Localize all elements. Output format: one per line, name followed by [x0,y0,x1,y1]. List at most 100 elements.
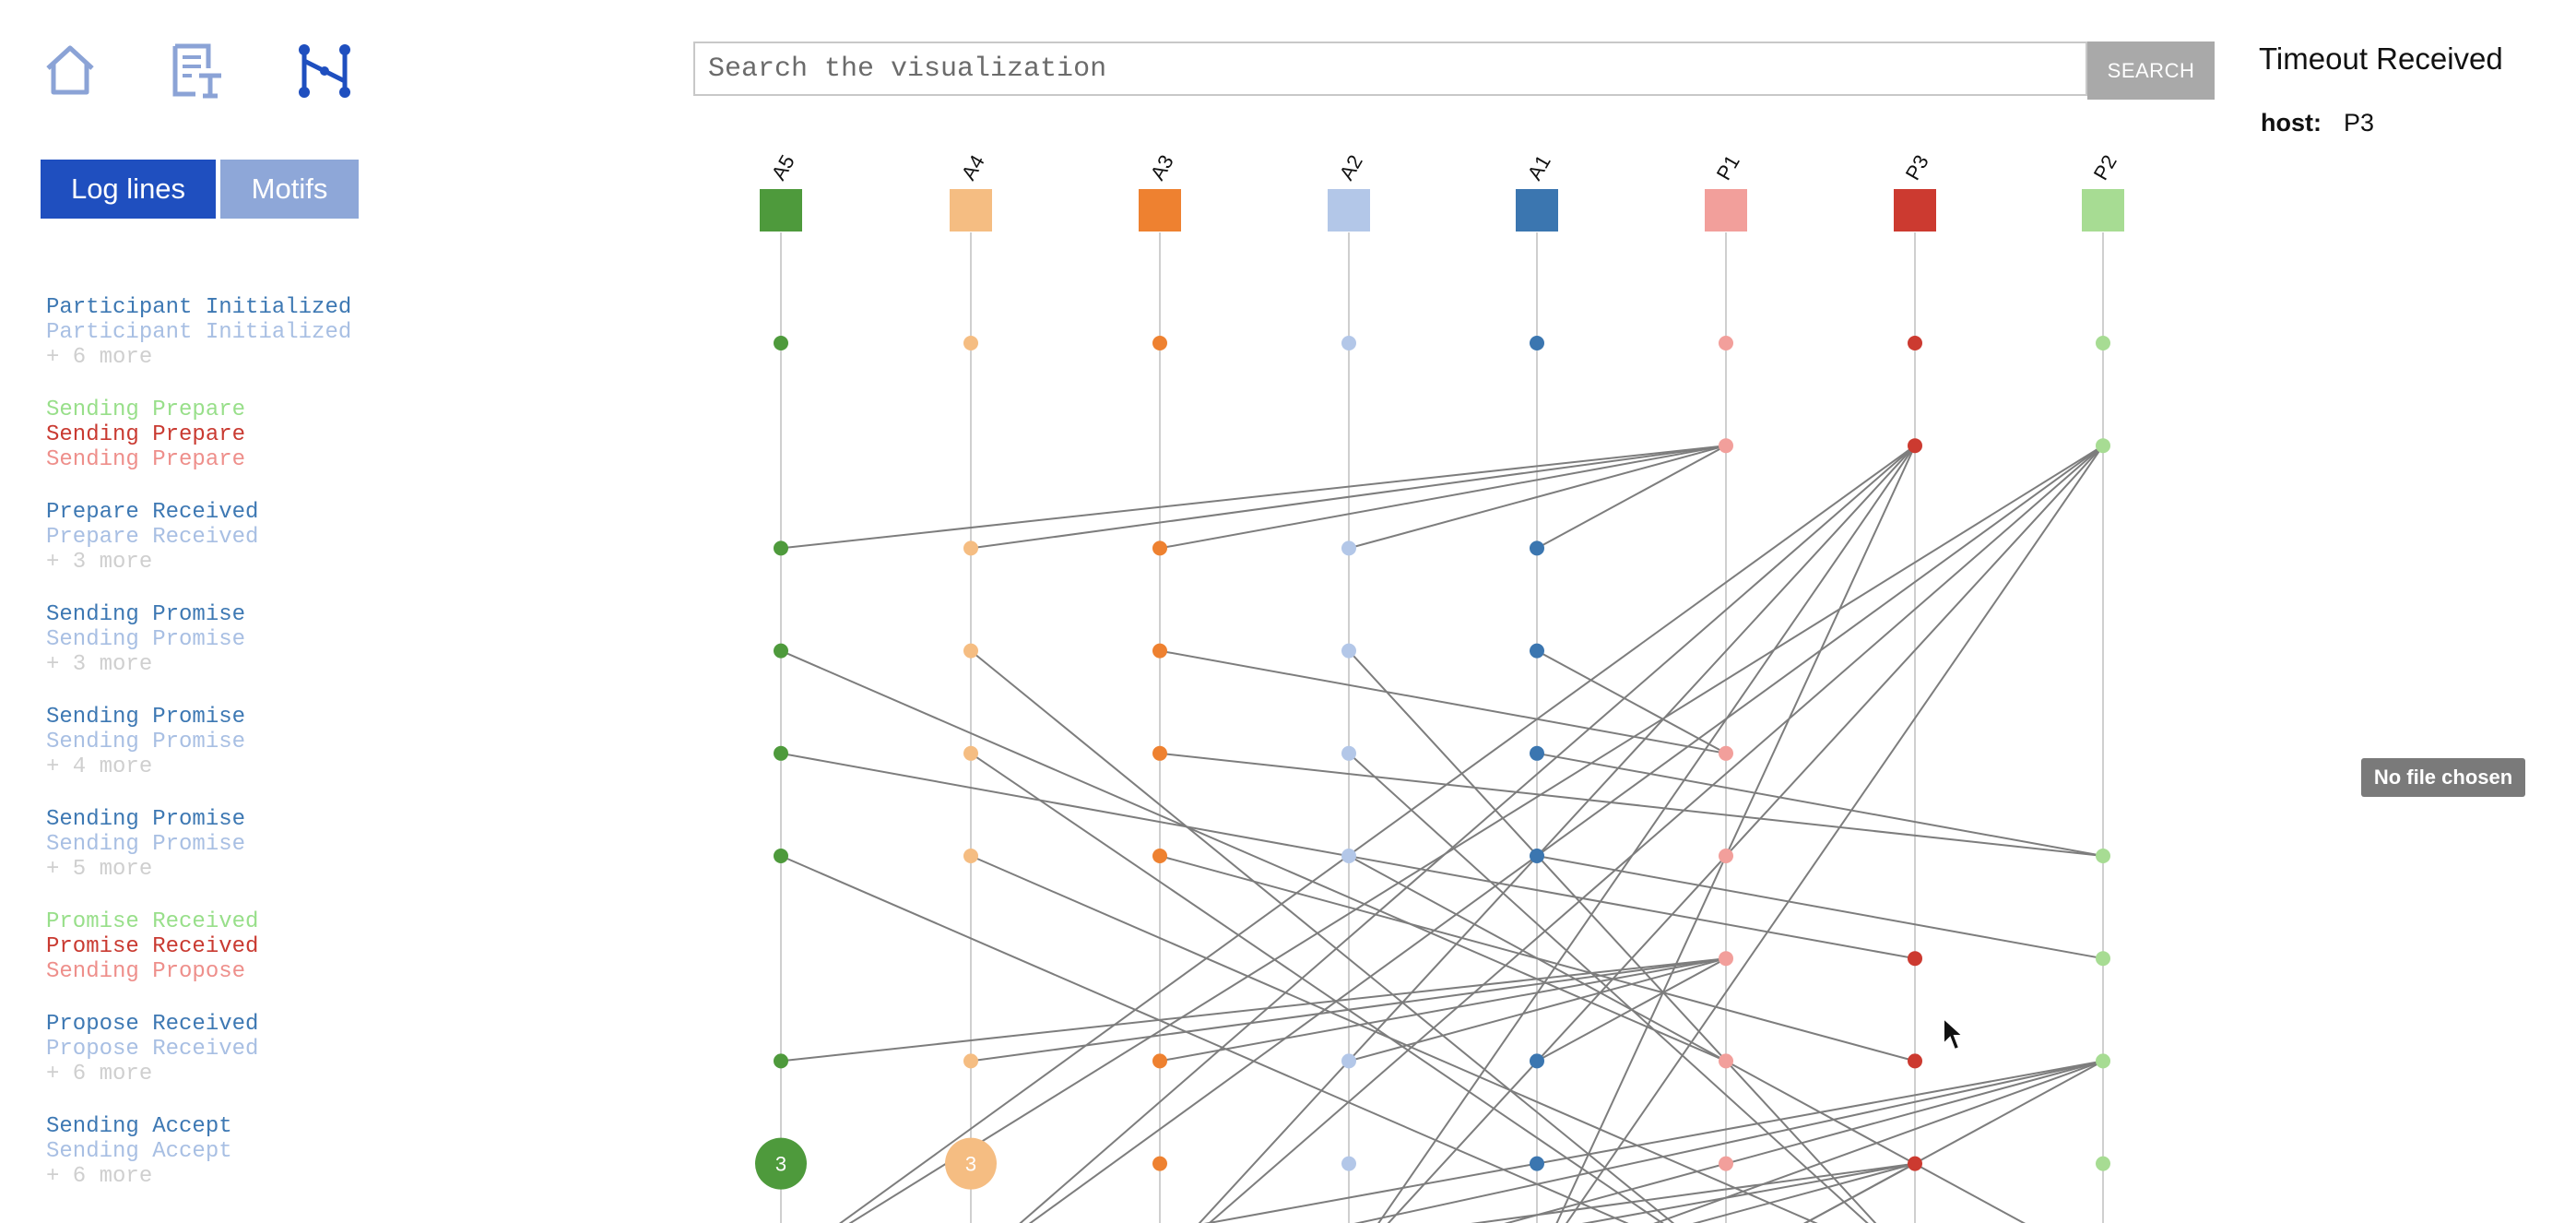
event-node[interactable] [2096,849,2110,863]
log-group[interactable]: Prepare Received Prepare Received + 3 more [46,500,258,575]
log-line[interactable]: Promise Received [46,934,259,959]
log-line[interactable]: Sending Promise [46,627,246,652]
event-node[interactable] [1152,336,1167,350]
log-line[interactable]: Sending Promise [46,602,246,627]
log-line[interactable]: Sending Promise [46,730,246,754]
log-line[interactable]: + 3 more [46,652,153,677]
event-node[interactable] [1530,745,1544,761]
log-line[interactable]: Sending Prepare [46,447,246,472]
tab-log-lines[interactable]: Log lines [41,160,216,219]
event-node[interactable] [1530,540,1544,556]
log-line[interactable]: + 6 more [46,1062,153,1086]
log-group[interactable]: Propose Received Propose Received + 6 more [46,1012,258,1086]
event-node[interactable] [1530,1053,1544,1069]
event-node[interactable] [1530,643,1544,659]
log-line[interactable]: Sending Promise [46,807,246,832]
log-group[interactable]: Sending Prepare Sending Prepare Sending Pr… [46,398,245,472]
event-node[interactable] [1341,336,1356,350]
log-line[interactable]: Prepare Received [46,500,259,525]
event-node[interactable] [1530,849,1544,863]
event-node[interactable] [2096,951,2110,967]
host-box-a1[interactable] [1516,189,1558,232]
host-box-a5[interactable] [760,189,802,232]
log-line[interactable]: + 4 more [46,754,153,779]
log-line[interactable]: + 5 more [46,857,153,882]
event-node[interactable] [2096,336,2110,350]
event-node[interactable] [1719,951,1733,967]
log-group[interactable]: Sending Promise Sending Promise + 3 more [46,602,245,677]
event-node[interactable] [1152,1156,1167,1171]
file-chooser-button[interactable]: No file chosen [2361,758,2525,797]
graph-structure-icon[interactable] [295,41,354,100]
event-node[interactable] [1341,643,1356,659]
collapsed-node[interactable] [945,1137,997,1190]
event-node[interactable] [2096,438,2110,454]
event-node[interactable] [1152,1053,1167,1069]
log-group[interactable]: Sending Accept Sending Accept + 6 more [46,1114,232,1189]
log-line[interactable]: Propose Received [46,1012,259,1037]
event-node[interactable] [1908,336,1922,350]
host-box-p1[interactable] [1705,189,1747,232]
event-node[interactable] [1719,745,1733,761]
log-file-icon[interactable] [168,41,227,100]
event-node[interactable] [774,1053,788,1069]
log-line[interactable]: Participant Initialized [46,295,352,320]
event-node[interactable] [1719,336,1733,350]
log-line[interactable]: + 6 more [46,1164,153,1189]
host-box-p2[interactable] [2082,189,2124,232]
home-icon[interactable] [41,41,100,100]
event-node[interactable] [963,745,978,761]
log-line[interactable]: Sending Promise [46,832,246,857]
host-box-a4[interactable] [950,189,992,232]
event-node[interactable] [963,540,978,556]
event-node[interactable] [963,849,978,863]
event-node[interactable] [963,1053,978,1069]
event-node[interactable] [963,643,978,659]
event-node[interactable] [1152,643,1167,659]
log-line[interactable]: Sending Prepare [46,422,246,447]
event-node[interactable] [2096,1156,2110,1171]
event-node[interactable] [774,643,788,659]
event-node[interactable] [1152,540,1167,556]
event-node[interactable] [963,336,978,350]
collapsed-node[interactable] [755,1137,807,1190]
tab-motifs[interactable]: Motifs [220,160,359,219]
event-node[interactable] [1530,1156,1544,1171]
host-box-p3[interactable] [1894,189,1936,232]
host-box-a3[interactable] [1139,189,1181,232]
host-box-a2[interactable] [1328,189,1370,232]
log-line[interactable]: + 6 more [46,345,153,370]
event-node[interactable] [1152,849,1167,863]
event-node[interactable] [1152,745,1167,761]
event-node[interactable] [1341,1156,1356,1171]
event-node[interactable] [1719,1053,1733,1069]
log-line[interactable]: Sending Accept [46,1114,232,1139]
event-node[interactable] [1908,438,1922,454]
event-node[interactable] [1719,1156,1733,1171]
log-line[interactable]: Sending Propose [46,959,246,984]
search-input[interactable] [693,42,2087,96]
event-node[interactable] [774,336,788,350]
log-line[interactable]: Propose Received [46,1037,259,1062]
event-node[interactable] [1908,1053,1922,1069]
event-node[interactable] [774,540,788,556]
event-node[interactable] [1341,745,1356,761]
log-line[interactable]: Sending Accept [46,1139,232,1164]
log-line[interactable]: + 3 more [46,550,153,575]
log-group[interactable]: Sending Promise Sending Promise + 4 more [46,705,245,779]
event-node[interactable] [1908,951,1922,967]
event-node[interactable] [1908,1156,1922,1171]
event-node[interactable] [1341,849,1356,863]
log-line[interactable]: Prepare Received [46,525,259,550]
log-line[interactable]: Sending Prepare [46,398,246,422]
event-node[interactable] [1530,336,1544,350]
event-node[interactable] [2096,1053,2110,1069]
event-node[interactable] [774,849,788,863]
event-node[interactable] [1341,1053,1356,1069]
event-node[interactable] [1341,540,1356,556]
log-group[interactable]: Promise Received Promise Received Sending … [46,909,258,984]
event-node[interactable] [774,745,788,761]
log-group[interactable]: Sending Promise Sending Promise + 5 more [46,807,245,882]
log-line[interactable]: Promise Received [46,909,259,934]
event-node[interactable] [1719,849,1733,863]
